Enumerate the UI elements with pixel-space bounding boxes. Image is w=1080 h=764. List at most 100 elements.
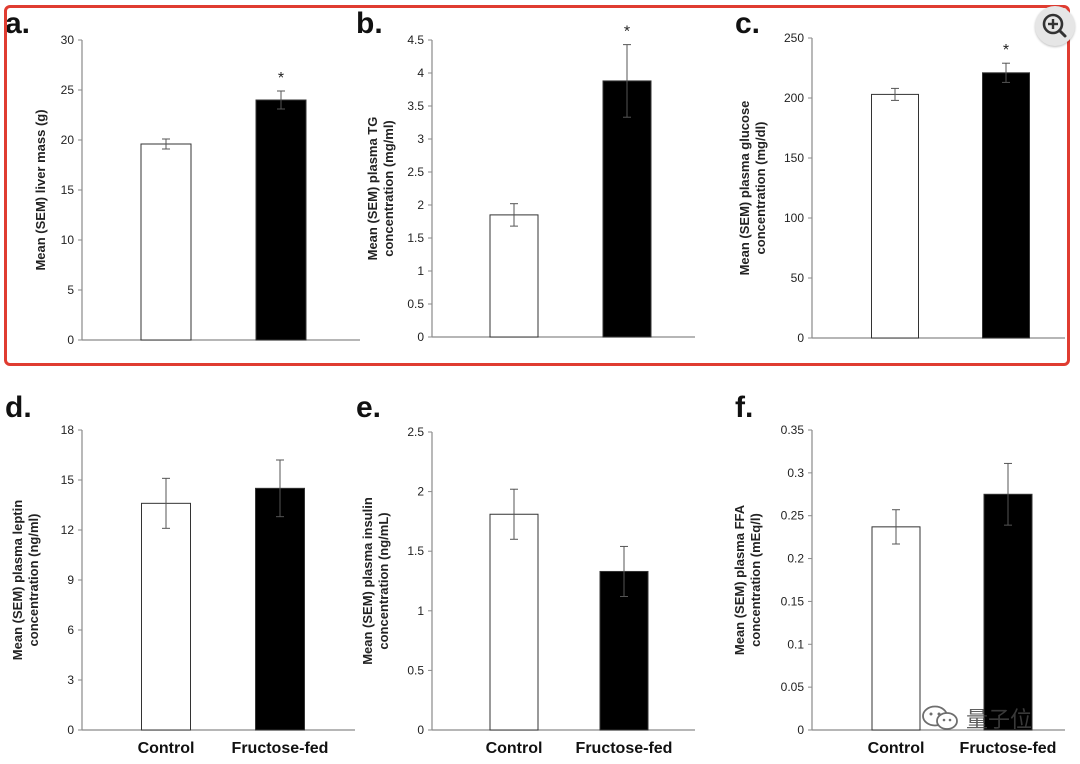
chart-panel-c: c. 0 50 100 150 200 250 Mean (SEM) plasma gluco… — [735, 7, 1065, 345]
watermark: 量子位 — [920, 702, 1032, 734]
wechat-icon — [922, 705, 958, 730]
y-axis-label: Mean (SEM) plasma glucoseconcentration (… — [737, 101, 768, 276]
y-tick-label: 1.5 — [407, 231, 424, 245]
y-tick-label: 20 — [61, 133, 75, 147]
panel-label: e. — [356, 391, 381, 424]
y-tick-label: 0.05 — [781, 680, 805, 694]
x-category-label: Control — [486, 740, 543, 757]
y-tick-label: 9 — [67, 573, 74, 587]
y-tick-label: 0.5 — [407, 297, 424, 311]
error-bar — [510, 488, 518, 540]
chart-panel-d: d. 0 3 6 9 12 15 18 Mean (SEM) plasma leptinconc… — [5, 391, 355, 757]
bar-control — [871, 526, 921, 731]
y-tick-label: 250 — [784, 31, 804, 45]
y-tick-label: 150 — [784, 151, 804, 165]
chart-panel-b: b. 0 0.5 1 1.5 2 2.5 3 3.5 4 4.5 Mean (SEM) plasma … — [356, 7, 695, 344]
y-tick-label: 50 — [791, 271, 805, 285]
y-tick-label: 100 — [784, 211, 804, 225]
y-tick-label: 0 — [797, 723, 804, 737]
y-axis-label: Mean (SEM) plasma leptinconcentration (n… — [10, 500, 41, 660]
y-tick-label: 1.5 — [407, 544, 424, 558]
y-tick-label: 0 — [417, 723, 424, 737]
y-tick-label: 18 — [61, 423, 75, 437]
panel-label: c. — [735, 7, 760, 40]
bar-fructose-fed — [982, 72, 1030, 339]
y-tick-label: 0.1 — [787, 637, 804, 651]
x-category-label: Fructose-fed — [960, 740, 1057, 757]
bar-fructose-fed — [255, 487, 305, 731]
y-tick-label: 30 — [61, 33, 75, 47]
panel-label: b. — [356, 7, 383, 40]
panel-label: f. — [735, 391, 753, 424]
y-axis-label: Mean (SEM) plasma FFAconcentration (mEq/… — [732, 504, 763, 655]
y-tick-label: 6 — [67, 623, 74, 637]
error-bar — [620, 545, 628, 597]
y-tick-label: 0.5 — [407, 663, 424, 677]
error-bar — [891, 87, 899, 101]
bar-control — [141, 502, 191, 731]
watermark-text: 量子位 — [966, 708, 1033, 733]
bar-control — [489, 513, 539, 731]
error-bar — [162, 138, 170, 150]
error-bar — [892, 509, 900, 545]
bar-control — [871, 93, 919, 339]
y-axis-label: Mean (SEM) plasma insulinconcentration (… — [360, 497, 391, 665]
bar-fructose-fed — [255, 99, 307, 341]
y-tick-label: 0 — [797, 331, 804, 345]
x-category-label: Control — [138, 740, 195, 757]
zoom-in-icon — [1042, 13, 1067, 38]
y-tick-label: 3 — [67, 673, 74, 687]
y-tick-label: 0 — [67, 723, 74, 737]
error-bar — [162, 477, 170, 529]
y-tick-label: 0.2 — [787, 552, 804, 566]
y-tick-label: 0.35 — [781, 423, 805, 437]
chart-panel-e: e. 0 0.5 1 1.5 2 2.5 Mean (SEM) plasma insulinc… — [356, 391, 695, 757]
y-tick-label: 25 — [61, 83, 75, 97]
bar-control — [489, 214, 539, 338]
zoom-in-button[interactable] — [1035, 6, 1075, 46]
y-tick-label: 0 — [67, 333, 74, 347]
y-axis-label: Mean (SEM) liver mass (g) — [33, 109, 48, 270]
y-tick-label: 0 — [417, 330, 424, 344]
y-tick-label: 2.5 — [407, 165, 424, 179]
y-tick-label: 2 — [417, 198, 424, 212]
y-tick-label: 0.15 — [781, 594, 805, 608]
significance-marker: * — [278, 70, 284, 87]
y-tick-label: 2.5 — [407, 425, 424, 439]
panel-label: a. — [5, 7, 30, 40]
error-bar — [510, 203, 518, 227]
y-tick-label: 10 — [61, 233, 75, 247]
bar-control — [140, 143, 192, 341]
error-bar — [1002, 62, 1010, 83]
x-category-label: Fructose-fed — [232, 740, 329, 757]
y-tick-label: 15 — [61, 183, 75, 197]
significance-marker: * — [624, 24, 630, 41]
y-tick-label: 200 — [784, 91, 804, 105]
bar-fructose-fed — [983, 493, 1033, 731]
y-tick-label: 0.3 — [787, 466, 804, 480]
x-category-label: Fructose-fed — [576, 740, 673, 757]
y-tick-label: 5 — [67, 283, 74, 297]
error-bar — [276, 459, 284, 518]
panel-label: d. — [5, 391, 32, 424]
x-category-label: Control — [868, 740, 925, 757]
y-tick-label: 12 — [61, 523, 75, 537]
y-tick-label: 1 — [417, 264, 424, 278]
bar-fructose-fed — [602, 80, 652, 338]
y-tick-label: 2 — [417, 485, 424, 499]
y-tick-label: 3.5 — [407, 99, 424, 113]
y-tick-label: 4.5 — [407, 33, 424, 47]
y-tick-label: 0.25 — [781, 509, 805, 523]
error-bar — [623, 44, 631, 118]
chart-panel-a: a. 0 5 10 15 20 25 30 Mean (SEM) liver mass (g) * — [5, 7, 360, 347]
y-tick-label: 15 — [61, 473, 75, 487]
error-bar — [1004, 462, 1012, 526]
y-axis-label: Mean (SEM) plasma TGconcentration (mg/ml… — [365, 117, 396, 261]
chart-panel-f: f. 0 0.05 0.1 0.15 0.2 0.25 0.3 0.35 Mean (SEM) p… — [732, 391, 1065, 757]
y-tick-label: 3 — [417, 132, 424, 146]
error-bar — [277, 90, 285, 110]
y-tick-label: 4 — [417, 66, 424, 80]
significance-marker: * — [1003, 42, 1009, 59]
y-tick-label: 1 — [417, 604, 424, 618]
